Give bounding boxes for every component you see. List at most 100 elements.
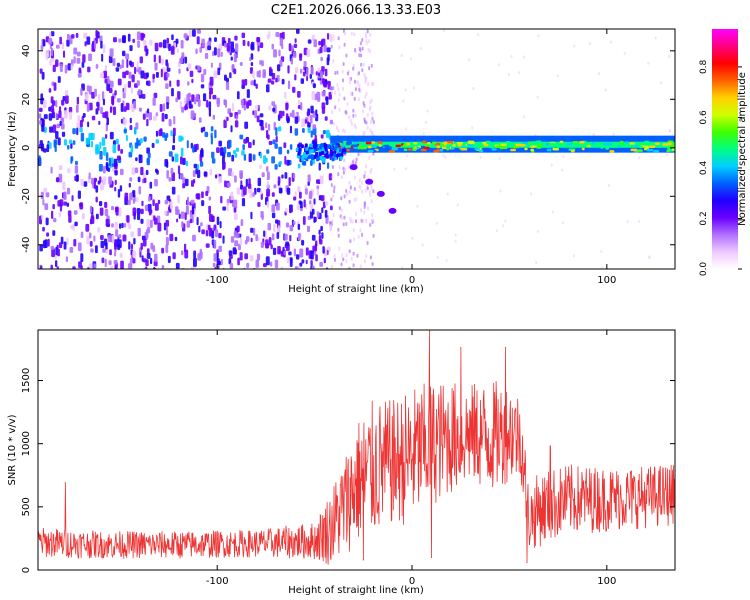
spectrogram-cell [370,186,373,191]
spectrogram-cell [59,199,64,207]
spectrogram-cell [59,106,62,113]
spectrogram-cell [164,210,167,216]
spectrogram-cell [43,126,47,133]
spectrogram-cell [128,71,132,79]
colorbar-tick-label: 0.6 [699,110,709,125]
spectrogram-cell [166,62,169,69]
spectrogram-cell [234,175,237,183]
spectrogram-cell [48,38,53,45]
spectrogram-cell [309,200,312,205]
spectrogram-cell [99,176,102,183]
spectrogram-cell [114,186,117,192]
spectrogram-cell [99,201,103,207]
spectrogram-cell [115,206,119,213]
spectrogram-cell [355,219,357,224]
spectrogram-cell [111,206,115,211]
spectrogram-cell [88,263,93,269]
spectrogram-cell [357,235,360,239]
spectrogram-cell [100,106,103,115]
spectrogram-cell [195,193,199,200]
spectrogram-cell [165,219,170,227]
spectrogram-cell [320,195,325,202]
spectrogram-cell [67,63,72,71]
spectrogram-cell [109,106,113,113]
spectrogram-cell [310,66,314,75]
spectrogram-cell [348,180,351,185]
spectrogram-cell [325,154,329,159]
spectrogram-cell [213,240,217,249]
spectrogram-cell [317,97,321,102]
spectrogram-cell [197,253,202,261]
spectrogram-cell [313,39,318,48]
spectrogram-cell [241,198,246,207]
spectrogram-cell [332,58,335,63]
spectrogram-cell [250,227,254,233]
spectrogram-cell [350,31,353,36]
spectrogram-cell [107,234,112,243]
spectrogram-cell [545,143,550,146]
spectrogram-cell [80,253,84,263]
spectrogram-cell [321,90,326,97]
spectrogram-cell [164,159,169,167]
spectrogram-cell [369,120,372,125]
spectrogram-cell [320,143,324,148]
snr-y-tick-label: 500 [21,497,32,516]
spectrogram-cell [52,124,57,133]
spectrogram-cell [307,39,312,44]
spectrogram-cell [70,225,74,230]
spectrogram-cell [366,112,369,117]
spectrogram-y-axis-label: Frequency (Hz) [7,111,18,187]
spectrogram-cell [122,50,126,57]
spectrogram-cell [211,158,216,164]
spectrogram-cell [467,143,474,147]
spectrogram-cell [48,113,53,121]
spectrogram-cell [236,225,240,233]
spectrogram-cell [447,141,454,144]
spectrogram-cell [345,189,348,193]
spectrogram-cell [74,175,77,182]
spectrogram-cell [119,223,122,229]
spectrogram-cell [244,78,248,86]
spectrogram-cell [200,73,205,83]
spectrogram-cell [286,159,290,166]
spectrogram-cell [242,144,245,151]
spectrogram-cell [99,207,104,216]
spectrogram-cell [460,148,468,151]
snr-extremum-point [460,347,462,349]
spectrogram-cell [155,130,159,137]
spectrogram-cell [197,164,200,171]
spectrogram-cell [113,158,118,167]
spectrogram-cell [654,36,657,40]
spectrogram-cell [333,185,336,190]
snr-y-tick-label: 0 [21,567,32,573]
spectrogram-cell [63,191,67,201]
spectrogram-cell [354,79,356,84]
spectrogram-cell [252,110,255,116]
spectrogram-cell [360,181,363,186]
spectrogram-cell [99,35,103,43]
spectrogram-cell [255,259,260,268]
spectrogram-cell [325,201,329,206]
spectrogram-cell [272,247,277,256]
spectrogram-cell [348,80,351,85]
spectrogram-cell [345,259,348,264]
spectrogram-cell [77,242,82,252]
spectrogram-frame [37,28,676,270]
spectrogram-cell [214,229,219,238]
spectrogram-cell [363,201,366,206]
spectrogram-cell [163,103,166,112]
spectrogram-cell [345,53,348,58]
spectrogram-cell [372,233,375,238]
spectrogram-cell [472,87,475,90]
spectrogram-cell [183,33,188,39]
spectrogram-cell [125,134,128,142]
spectrogram-cell [312,127,317,136]
spectrogram-cell [345,222,348,226]
spectrogram-cell [146,248,150,254]
spectrogram-cell [300,68,303,74]
spectrogram-cell [285,102,289,111]
spectrogram-cell [364,170,367,175]
spectrogram-cell [54,195,58,200]
